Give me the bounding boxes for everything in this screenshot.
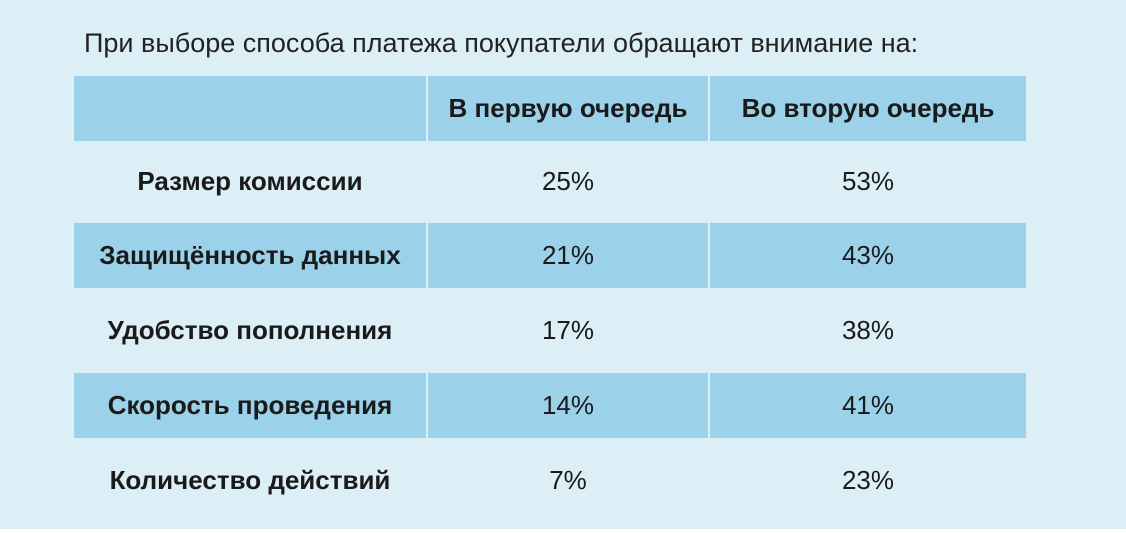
first-priority-value: 25% bbox=[541, 166, 595, 196]
header-cell-first-priority: В первую очередь bbox=[428, 76, 708, 141]
chart-title: При выборе способа платежа покупатели об… bbox=[84, 28, 919, 58]
row-label: Размер комиссии bbox=[137, 166, 363, 196]
table-row: Размер комиссии 25% 53% bbox=[74, 149, 1026, 214]
row-label: Скорость проведения bbox=[74, 373, 426, 438]
second-priority-value: 43% bbox=[710, 223, 1026, 288]
table-row: Количество действий 7% 23% bbox=[74, 448, 1026, 513]
row-label: Количество действий bbox=[109, 465, 391, 495]
table-row: Скорость проведения 14% 41% bbox=[74, 373, 1026, 438]
first-priority-value: 21% bbox=[428, 223, 708, 288]
second-priority-value: 53% bbox=[841, 166, 895, 196]
row-label: Удобство пополнения bbox=[107, 315, 393, 345]
first-priority-value: 7% bbox=[549, 465, 587, 495]
first-priority-value: 14% bbox=[428, 373, 708, 438]
row-label: Защищённость данных bbox=[74, 223, 426, 288]
table-row: Удобство пополнения 17% 38% bbox=[74, 298, 1026, 363]
table-row: Защищённость данных 21% 43% bbox=[74, 223, 1026, 288]
second-priority-value: 41% bbox=[710, 373, 1026, 438]
first-priority-value: 17% bbox=[541, 315, 595, 345]
second-priority-value: 38% bbox=[841, 315, 895, 345]
second-priority-value: 23% bbox=[841, 465, 895, 495]
header-cell-second-priority: Во вторую очередь bbox=[710, 76, 1026, 141]
header-cell-empty bbox=[74, 76, 426, 141]
table-header-row: В первую очередь Во вторую очередь bbox=[74, 76, 1026, 141]
